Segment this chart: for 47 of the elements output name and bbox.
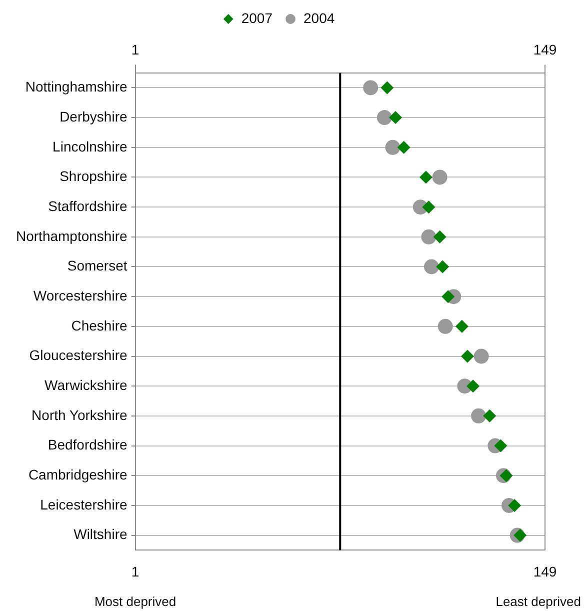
point xyxy=(389,111,402,124)
y-tick-label: Warwickshire xyxy=(44,376,128,393)
y-tick-label: North Yorkshire xyxy=(32,406,128,423)
point xyxy=(494,439,508,452)
point xyxy=(421,229,436,244)
y-tick-label: Somerset xyxy=(67,258,128,274)
text: Most deprived xyxy=(94,594,176,610)
text: Least deprived xyxy=(496,594,581,610)
y-tick-label: Gloucestershire xyxy=(29,347,128,364)
point xyxy=(424,259,439,274)
y-tick-label: Staffordshire xyxy=(48,198,128,214)
y-tick-label: Bedfordshire xyxy=(48,436,128,453)
point xyxy=(419,170,432,184)
point xyxy=(466,380,480,393)
point xyxy=(433,230,446,244)
point xyxy=(455,320,468,333)
point xyxy=(385,140,400,155)
y-tick-label: Shropshire xyxy=(60,168,128,184)
y-tick-label: Nottinghamshire xyxy=(25,78,128,95)
point xyxy=(514,528,527,542)
point xyxy=(363,80,378,96)
point xyxy=(438,318,453,334)
x2-tick-label: 1 xyxy=(131,41,140,58)
point xyxy=(422,200,436,214)
y-tick-label: Cambridgeshire xyxy=(28,466,128,482)
point xyxy=(483,409,496,422)
point xyxy=(397,140,410,154)
point xyxy=(432,170,448,185)
point xyxy=(380,81,394,94)
x2-tick-label: 149 xyxy=(533,41,557,58)
point xyxy=(471,408,486,424)
y-tick-label: Derbyshire xyxy=(60,108,128,124)
y-tick-label: Wiltshire xyxy=(74,526,128,542)
point xyxy=(442,290,455,304)
point xyxy=(474,348,489,364)
y-tick-label: Northamptonshire xyxy=(16,228,128,244)
legend-label: 2004 xyxy=(304,10,335,26)
y-tick-label: Cheshire xyxy=(71,317,128,334)
point xyxy=(460,350,474,363)
legend-label: 2007 xyxy=(241,10,273,26)
y-tick-label: Leicestershire xyxy=(40,496,128,512)
point xyxy=(376,110,392,126)
y-tick-label: Worcestershire xyxy=(33,287,128,304)
point xyxy=(508,498,522,512)
point xyxy=(436,260,450,274)
y-tick-label: Lincolnshire xyxy=(52,138,128,154)
point xyxy=(500,469,513,482)
